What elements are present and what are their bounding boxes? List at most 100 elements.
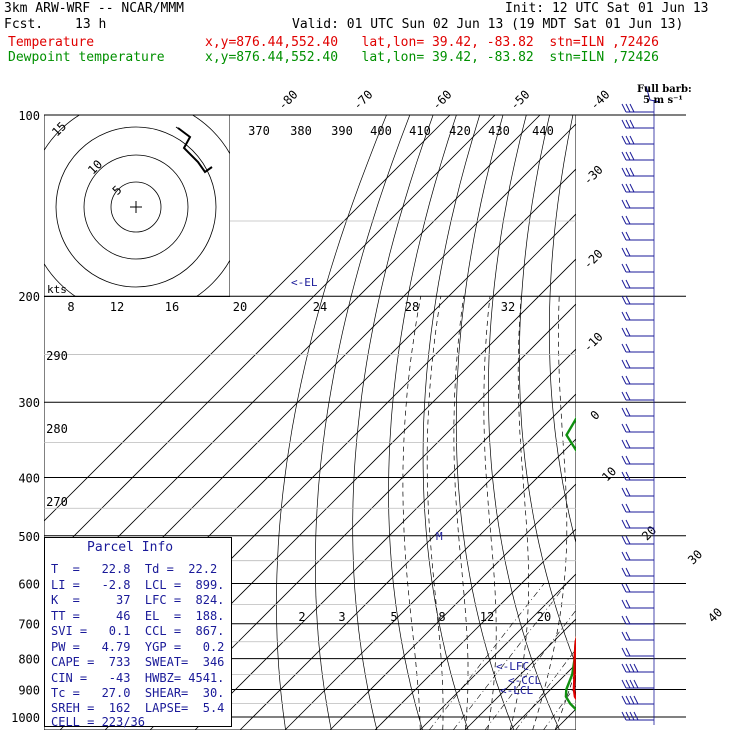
dry-adiabat (488, 115, 560, 730)
isotherm-line (374, 528, 576, 730)
wind-barb (621, 695, 654, 705)
parcel-row: LI = -2.8 LCL = 899. (51, 578, 225, 592)
wind-barb (621, 615, 654, 625)
isotherm-label: 20 (639, 523, 659, 543)
mixing-ratio-line (543, 684, 576, 730)
isotherm-label: -70 (350, 87, 375, 112)
wind-barb (621, 551, 654, 561)
wind-barbs (621, 85, 661, 725)
dry-adiabat (352, 115, 434, 730)
dry-adiabat (634, 115, 740, 730)
parcel-info-title: Parcel Info (87, 540, 174, 555)
isotherm-label: -80 (275, 87, 300, 112)
el-marker: <-EL (291, 276, 318, 289)
dry-adiabat (686, 115, 740, 730)
isotherm-line (194, 348, 576, 730)
mixing-ratio-line (453, 583, 568, 730)
parcel-row: T = 22.8 Td = 22.2 (51, 562, 218, 576)
wind-barb (621, 599, 654, 609)
wind-barb (621, 311, 654, 321)
wind-barb (621, 231, 654, 241)
hodograph-ring (110, 181, 162, 233)
hodograph-ring (55, 126, 217, 288)
theta-label: 440 (532, 124, 554, 138)
wind-barb (621, 711, 654, 721)
dry-adiabat (660, 115, 740, 730)
dry-adiabat (315, 115, 411, 730)
temperature-legend: Temperature (8, 35, 95, 50)
pressure-tick-label: 500 (18, 530, 40, 544)
mixing-ratio-label: 8 (438, 610, 445, 624)
isotherm-label: 10 (599, 464, 619, 484)
temperature-profile (572, 635, 576, 701)
sounding-profiles (564, 416, 576, 712)
isotherm-line (329, 483, 576, 730)
wind-barb (621, 135, 654, 145)
hodograph-speed-label: 24 (313, 300, 327, 314)
moist-adiabat (623, 296, 740, 730)
wind-barb (621, 471, 654, 481)
wind-barb (621, 343, 654, 353)
isotherm-line (149, 303, 576, 730)
hodograph-speed-label: 16 (165, 300, 179, 314)
theta-label: 390 (331, 124, 353, 138)
wind-barb (621, 199, 654, 209)
mixing-ratio-line (580, 583, 685, 729)
wind-barb (621, 583, 654, 593)
model-title: 3km ARW-WRF -- NCAR/MMM (4, 1, 185, 16)
parcel-row: CAPE = 733 SWEAT= 346 (51, 655, 225, 669)
theta-label: 290 (46, 349, 68, 363)
parcel-row: PW = 4.79 YGP = 0.2 (51, 640, 225, 654)
wind-barb (621, 103, 654, 113)
hodograph-speed-label: 20 (233, 300, 247, 314)
pressure-tick-label: 400 (18, 471, 40, 485)
isotherm-label: 0 (588, 408, 603, 423)
wind-barb (621, 439, 654, 449)
wind-barb (621, 423, 654, 433)
wind-barb (621, 359, 654, 369)
moist-adiabat (532, 296, 568, 730)
wind-barb (621, 535, 654, 545)
melting-level-marker: M (436, 530, 443, 543)
hodograph-speed-label: 8 (67, 300, 74, 314)
isotherm-label: -60 (429, 87, 454, 112)
temperature-location: x,y=876.44,552.40 lat,lon= 39.42, -83.82… (205, 35, 659, 50)
isotherm-label: -40 (587, 87, 612, 112)
mixing-ratio-label: 20 (537, 610, 551, 624)
pressure-tick-label: 800 (18, 653, 40, 667)
pressure-tick-label: 300 (18, 396, 40, 410)
theta-label: 280 (46, 422, 68, 436)
dewpoint-legend: Dewpoint temperature (8, 50, 165, 65)
hodograph-frame (44, 115, 230, 297)
theta-label: 430 (488, 124, 510, 138)
isotherm-label: -50 (507, 87, 532, 112)
pressure-tick-label: 1000 (11, 711, 40, 725)
isotherm-line (284, 438, 576, 730)
moist-adiabat (645, 296, 740, 730)
moist-adiabat (600, 296, 737, 730)
valid-time: Valid: 01 UTC Sun 02 Jun 13 (19 MDT Sat … (292, 17, 684, 32)
hodograph-speed-label: 12 (110, 300, 124, 314)
dry-adiabat (548, 115, 576, 545)
isotherm-line (464, 618, 576, 730)
wind-barb (621, 247, 654, 257)
mixing-ratio-label: 2 (298, 610, 305, 624)
moist-adiabat (509, 296, 530, 730)
wind-barb (621, 647, 654, 657)
parcel-info-panel: Parcel Info T = 22.8 Td = 22.2 LI = -2.8… (44, 537, 232, 729)
mixing-ratio-line (515, 648, 576, 730)
mixing-ratio-line (484, 609, 576, 730)
wind-barb (621, 295, 654, 305)
wind-barb (621, 663, 654, 673)
moist-adiabat (483, 296, 497, 730)
wind-barb (621, 279, 654, 289)
wind-barb (621, 487, 654, 497)
moist-adiabat (402, 296, 422, 730)
forecast-label: Fcst. (4, 17, 44, 32)
isotherm-line (239, 393, 576, 730)
parcel-row: SVI = 0.1 CCL = 867. (51, 624, 225, 638)
dewpoint-location: x,y=876.44,552.40 lat,lon= 39.42, -83.82… (205, 50, 659, 65)
wind-barb (621, 679, 654, 689)
hodograph-ring (83, 154, 189, 260)
